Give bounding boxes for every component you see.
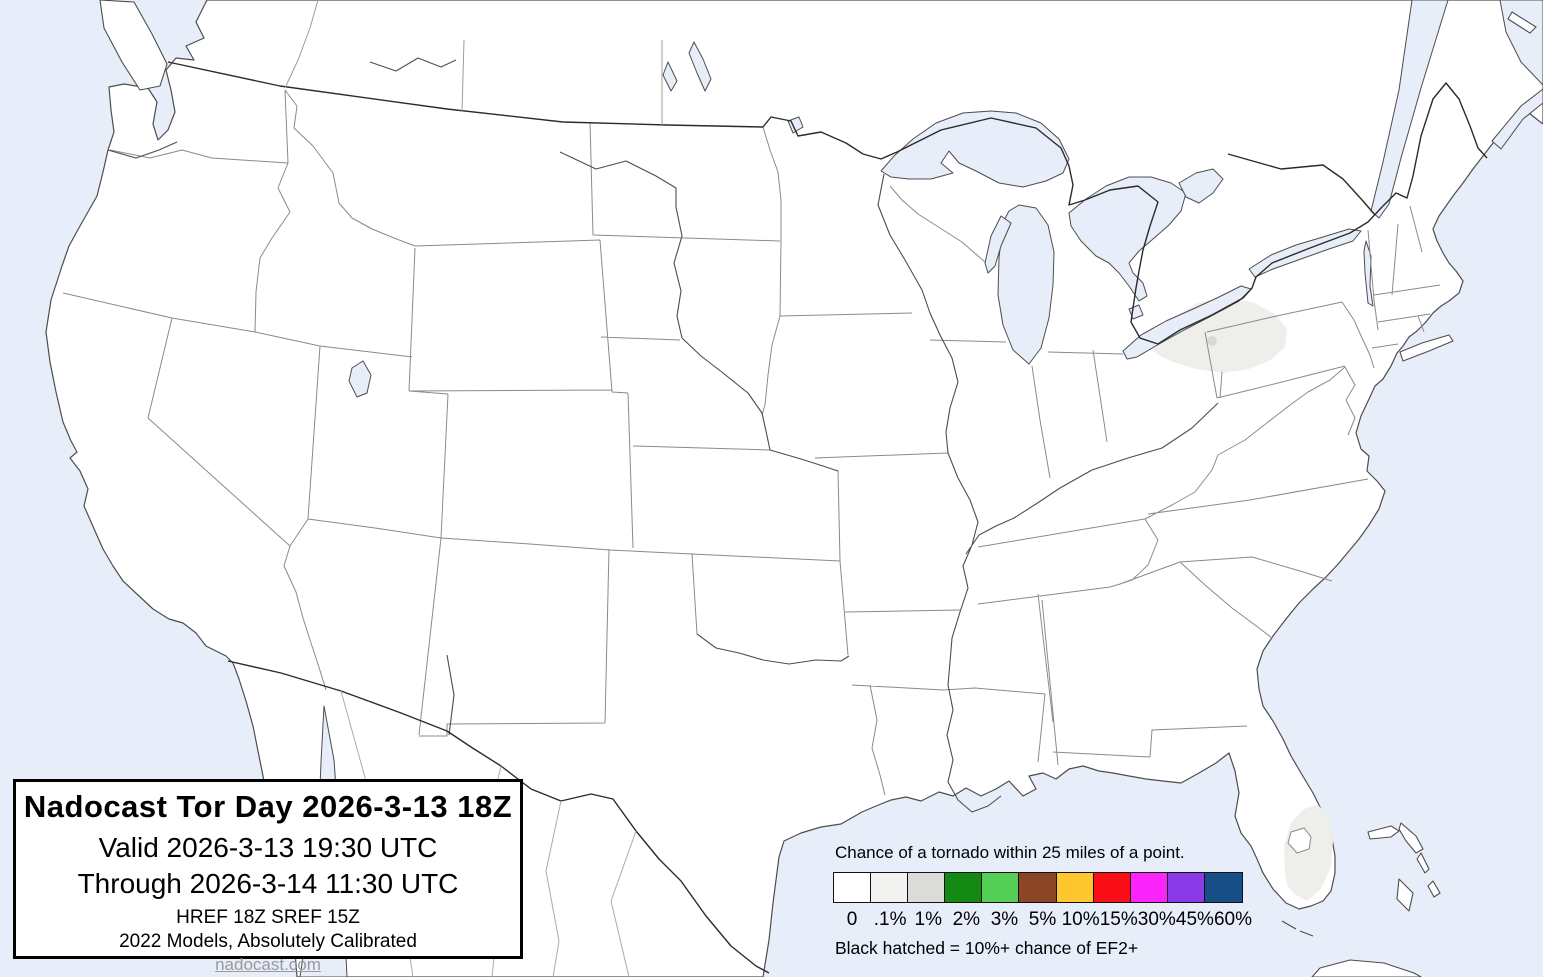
legend-label: 10% <box>1061 909 1100 930</box>
landmass <box>45 0 1543 977</box>
lake-superior <box>880 110 1070 188</box>
vancouver-island <box>99 0 168 91</box>
lake-ontario <box>1248 228 1362 278</box>
legend-label: 5% <box>1028 909 1057 930</box>
grand-bahama-island <box>1367 825 1400 840</box>
legend-label: 2% <box>952 909 981 930</box>
legend-hatched-note: Black hatched = 10%+ chance of EF2+ <box>835 938 1139 958</box>
lake-manitoba <box>662 61 678 92</box>
lake-okeechobee <box>1287 827 1312 854</box>
legend-swatch-1 <box>870 872 909 903</box>
green-bay <box>984 215 1012 274</box>
eleuthera-island <box>1416 852 1430 874</box>
legend-swatch-2 <box>944 872 983 903</box>
legend-label: 45% <box>1175 909 1214 930</box>
great-salt-lake <box>348 360 372 398</box>
forecast-title: Nadocast Tor Day 2026-3-13 18Z <box>23 789 513 824</box>
bimini-island <box>1427 880 1441 898</box>
cuba-coast <box>1311 959 1422 977</box>
legend-swatch-10 <box>1055 872 1095 903</box>
legend-label: 3% <box>990 909 1019 930</box>
legend-label: 30% <box>1137 909 1176 930</box>
st-lawrence-estuary <box>1370 0 1449 219</box>
probability-spot-1pct <box>1207 336 1217 346</box>
legend-swatch-60 <box>1203 872 1243 903</box>
lake-winnipeg <box>688 41 712 92</box>
bay-of-fundy <box>1491 88 1543 150</box>
legend-heading: Chance of a tornado within 25 miles of a… <box>835 843 1185 862</box>
legend-swatch-30 <box>1129 872 1169 903</box>
legend-swatch-3 <box>981 872 1020 903</box>
legend-color-scale <box>833 872 1252 903</box>
legend-label: 15% <box>1099 909 1138 930</box>
legend-swatch-0 <box>833 872 872 903</box>
anticosti-island <box>1507 11 1537 34</box>
legend-label: 60% <box>1213 909 1252 930</box>
nadocast-link[interactable]: nadocast.com <box>215 955 321 974</box>
lake-huron <box>1068 176 1187 302</box>
legend-swatch-5 <box>1018 872 1058 903</box>
national-borders <box>167 61 1488 974</box>
state-borders <box>62 89 1441 796</box>
andros-island <box>1396 878 1414 912</box>
forecast-calibration: 2022 Models, Absolutely Calibrated <box>119 931 417 952</box>
legend-label: .1% <box>873 909 907 930</box>
abaco-island <box>1398 822 1424 854</box>
long-island <box>1399 334 1454 362</box>
legend-swatch-15 <box>1092 872 1132 903</box>
forecast-title-box: Nadocast Tor Day 2026-3-13 18Z Valid 202… <box>13 779 523 974</box>
forecast-valid-time: Valid 2026-3-13 19:30 UTC <box>98 832 438 863</box>
province-borders <box>284 0 663 125</box>
legend-label: 1% <box>914 909 942 930</box>
legend-bin-labels: 0 .1% 1% 2% 3% 5% 10% 15% 30% 45% 60% <box>833 909 1252 931</box>
forecast-model-info: HREF 18Z SREF 15Z <box>176 907 360 928</box>
probability-area-florida <box>1284 805 1333 901</box>
legend-swatch-1 <box>907 872 946 903</box>
forecast-end-time: Through 2026-3-14 11:30 UTC <box>77 868 459 899</box>
islands <box>99 0 1537 977</box>
lake-michigan <box>997 204 1055 365</box>
rivers <box>107 57 1219 813</box>
florida-keys <box>1281 920 1314 937</box>
legend-label: 0 <box>846 909 858 930</box>
georgian-bay <box>1178 168 1224 204</box>
probability-legend: Chance of a tornado within 25 miles of a… <box>833 843 1252 959</box>
legend-swatch-45 <box>1166 872 1206 903</box>
